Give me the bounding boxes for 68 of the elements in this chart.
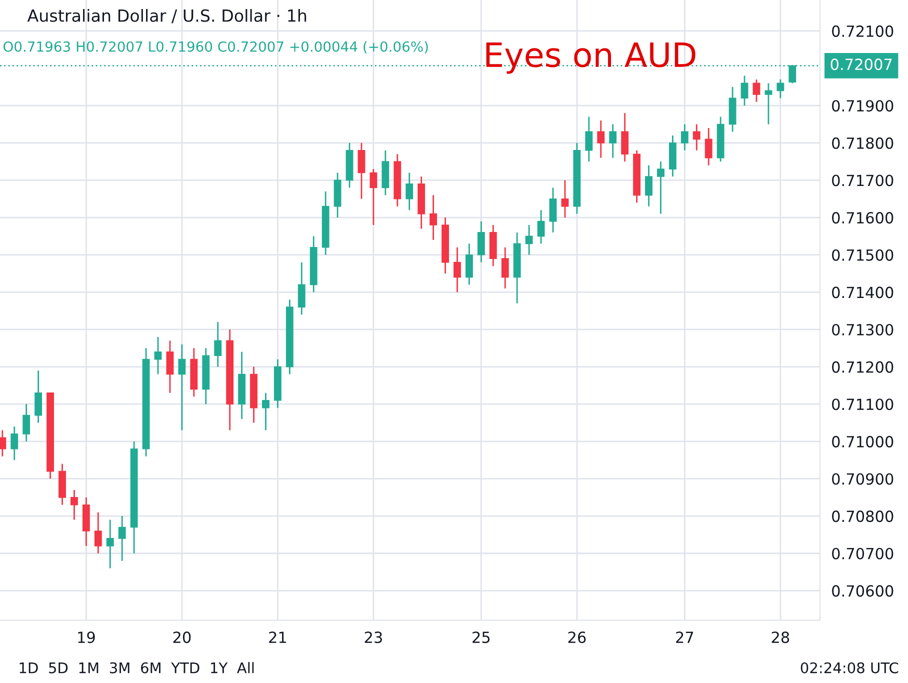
x-tick-label: 27 [676,632,694,643]
candlestick [154,336,162,375]
x-tick-label: 20 [173,632,191,644]
candlestick [477,220,485,264]
x-tick-label: 21 [269,632,286,643]
x-tick-label: 19 [78,632,95,644]
text: 02:24:08 UTC [800,662,898,674]
candlestick [298,262,306,316]
x-tick-label: 26 [568,632,586,644]
candlestick [764,82,772,125]
candlestick [752,78,760,103]
y-tick-label: 0.71700 [832,174,894,186]
x-tick-label: 23 [364,632,382,644]
candlestick [22,403,30,442]
candlestick [406,172,414,211]
candlestick [776,78,784,99]
y-tick-label: 0.71900 [832,100,894,112]
y-tick-label: 0.71600 [832,212,894,224]
text: 1D 5D 1M 3M 6M YTD 1Y All [20,662,254,674]
y-tick-label: 0.71300 [832,324,894,336]
candlestick [0,430,6,458]
candlestick [561,180,569,218]
candlestick [262,392,270,431]
candlestick [704,127,712,166]
y-tick-label: 0.70700 [832,548,894,560]
candlestick [430,194,438,241]
x-tick-label: 25 [472,632,490,644]
candlestick [525,224,533,256]
candlestick [106,519,114,569]
y-tick-label: 0.71100 [832,398,894,410]
candlestick [466,242,473,286]
y-tick-label: 0.70800 [832,510,894,522]
candlestick [585,116,593,162]
candlestick [370,168,378,226]
candlestick [501,246,509,290]
candlestick [70,489,78,520]
candlestick [680,124,688,152]
candlestick [549,186,557,234]
candlestick [166,340,174,394]
candlestick [358,142,366,200]
chart-title: Australian Dollar / U.S. Dollar · 1h [27,9,306,24]
y-tick-label: 0.71800 [832,137,894,149]
annotation: Eyes on AUD [486,42,696,74]
y-tick-label: 0.71200 [832,361,894,373]
candlestick [740,75,748,106]
ref-line-label: 0.72007 [830,58,892,70]
candlestick [178,344,186,431]
y-tick-label: 0.70900 [832,473,894,485]
x-tick-label: 28 [772,632,790,644]
candlestick [118,515,126,562]
candlestick [597,120,605,159]
y-tick-label: 0.72100 [832,25,894,37]
candlestick [537,209,545,244]
candlestick [645,164,652,208]
candlestick [609,124,617,159]
y-tick-label: 0.71500 [832,249,894,261]
candlestick [214,321,222,368]
y-tick-label: 0.71400 [832,286,894,298]
candlestick [621,112,629,162]
candlestick [34,370,42,424]
candlestick [657,160,664,215]
y-tick-label: 0.71000 [832,436,894,448]
y-tick-label: 0.70600 [832,585,894,597]
candlestick [454,246,461,293]
candlestick [692,124,700,152]
candlestick [10,426,18,461]
text: O0.71963 H0.72007 L0.71960 C0.72007 +0.00044 (+0.06%) [4,41,428,54]
candlestick [94,512,102,554]
